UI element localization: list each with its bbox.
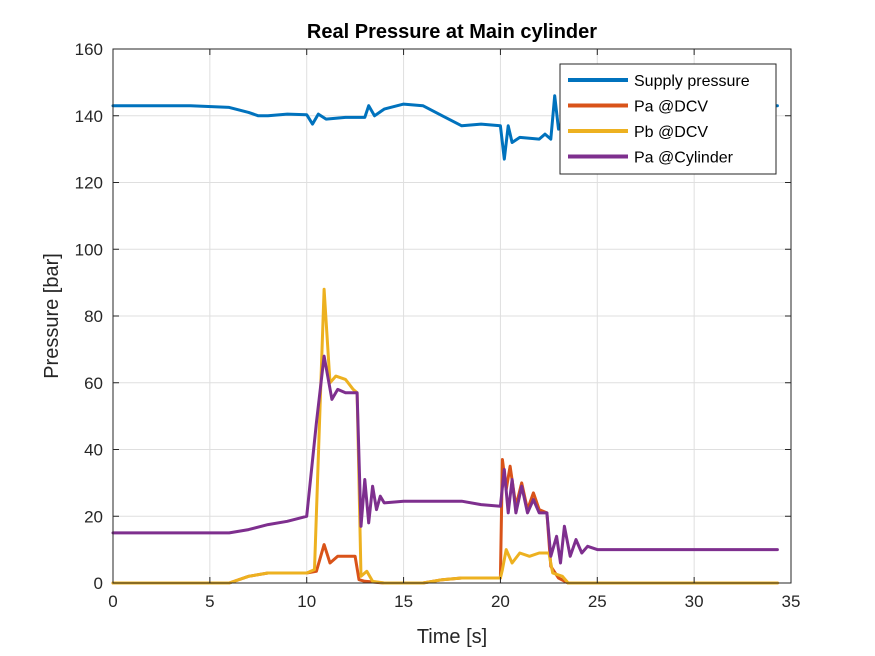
legend: Supply pressure Pa @DCV Pb @DCV Pa @Cylinde… <box>559 63 777 175</box>
legend-entry: Supply pressure <box>634 73 750 90</box>
y-axis-label: Pressure [bar] <box>41 253 63 379</box>
y-tick-label: 0 <box>94 574 103 593</box>
series-group <box>111 94 779 585</box>
y-tick-label: 20 <box>84 507 103 526</box>
y-tick-label: 120 <box>75 174 103 193</box>
x-tick-label: 35 <box>782 592 801 611</box>
x-axis-label: Time [s] <box>417 626 487 648</box>
chart-title: Real Pressure at Main cylinder <box>307 21 597 43</box>
y-tick-label: 60 <box>84 374 103 393</box>
y-tick-label: 140 <box>75 107 103 126</box>
x-tick-label: 0 <box>108 592 117 611</box>
y-tick-label: 40 <box>84 441 103 460</box>
legend-entry: Pa @Cylinder <box>634 150 734 167</box>
legend-entry: Pa @DCV <box>634 99 708 116</box>
ticks: 0 5 10 15 20 25 30 35 0 20 40 60 80 100 120 140 160 <box>75 40 801 611</box>
y-tick-label: 100 <box>75 240 103 259</box>
series-line-3 <box>111 287 779 585</box>
y-tick-label: 160 <box>75 40 103 59</box>
legend-entry: Pb @DCV <box>634 124 708 141</box>
series-line-4 <box>111 354 779 565</box>
x-tick-label: 15 <box>394 592 413 611</box>
x-tick-label: 30 <box>685 592 704 611</box>
y-tick-label: 80 <box>84 307 103 326</box>
x-tick-label: 20 <box>491 592 510 611</box>
x-tick-label: 5 <box>205 592 214 611</box>
x-tick-label: 10 <box>297 592 316 611</box>
x-tick-label: 25 <box>588 592 607 611</box>
